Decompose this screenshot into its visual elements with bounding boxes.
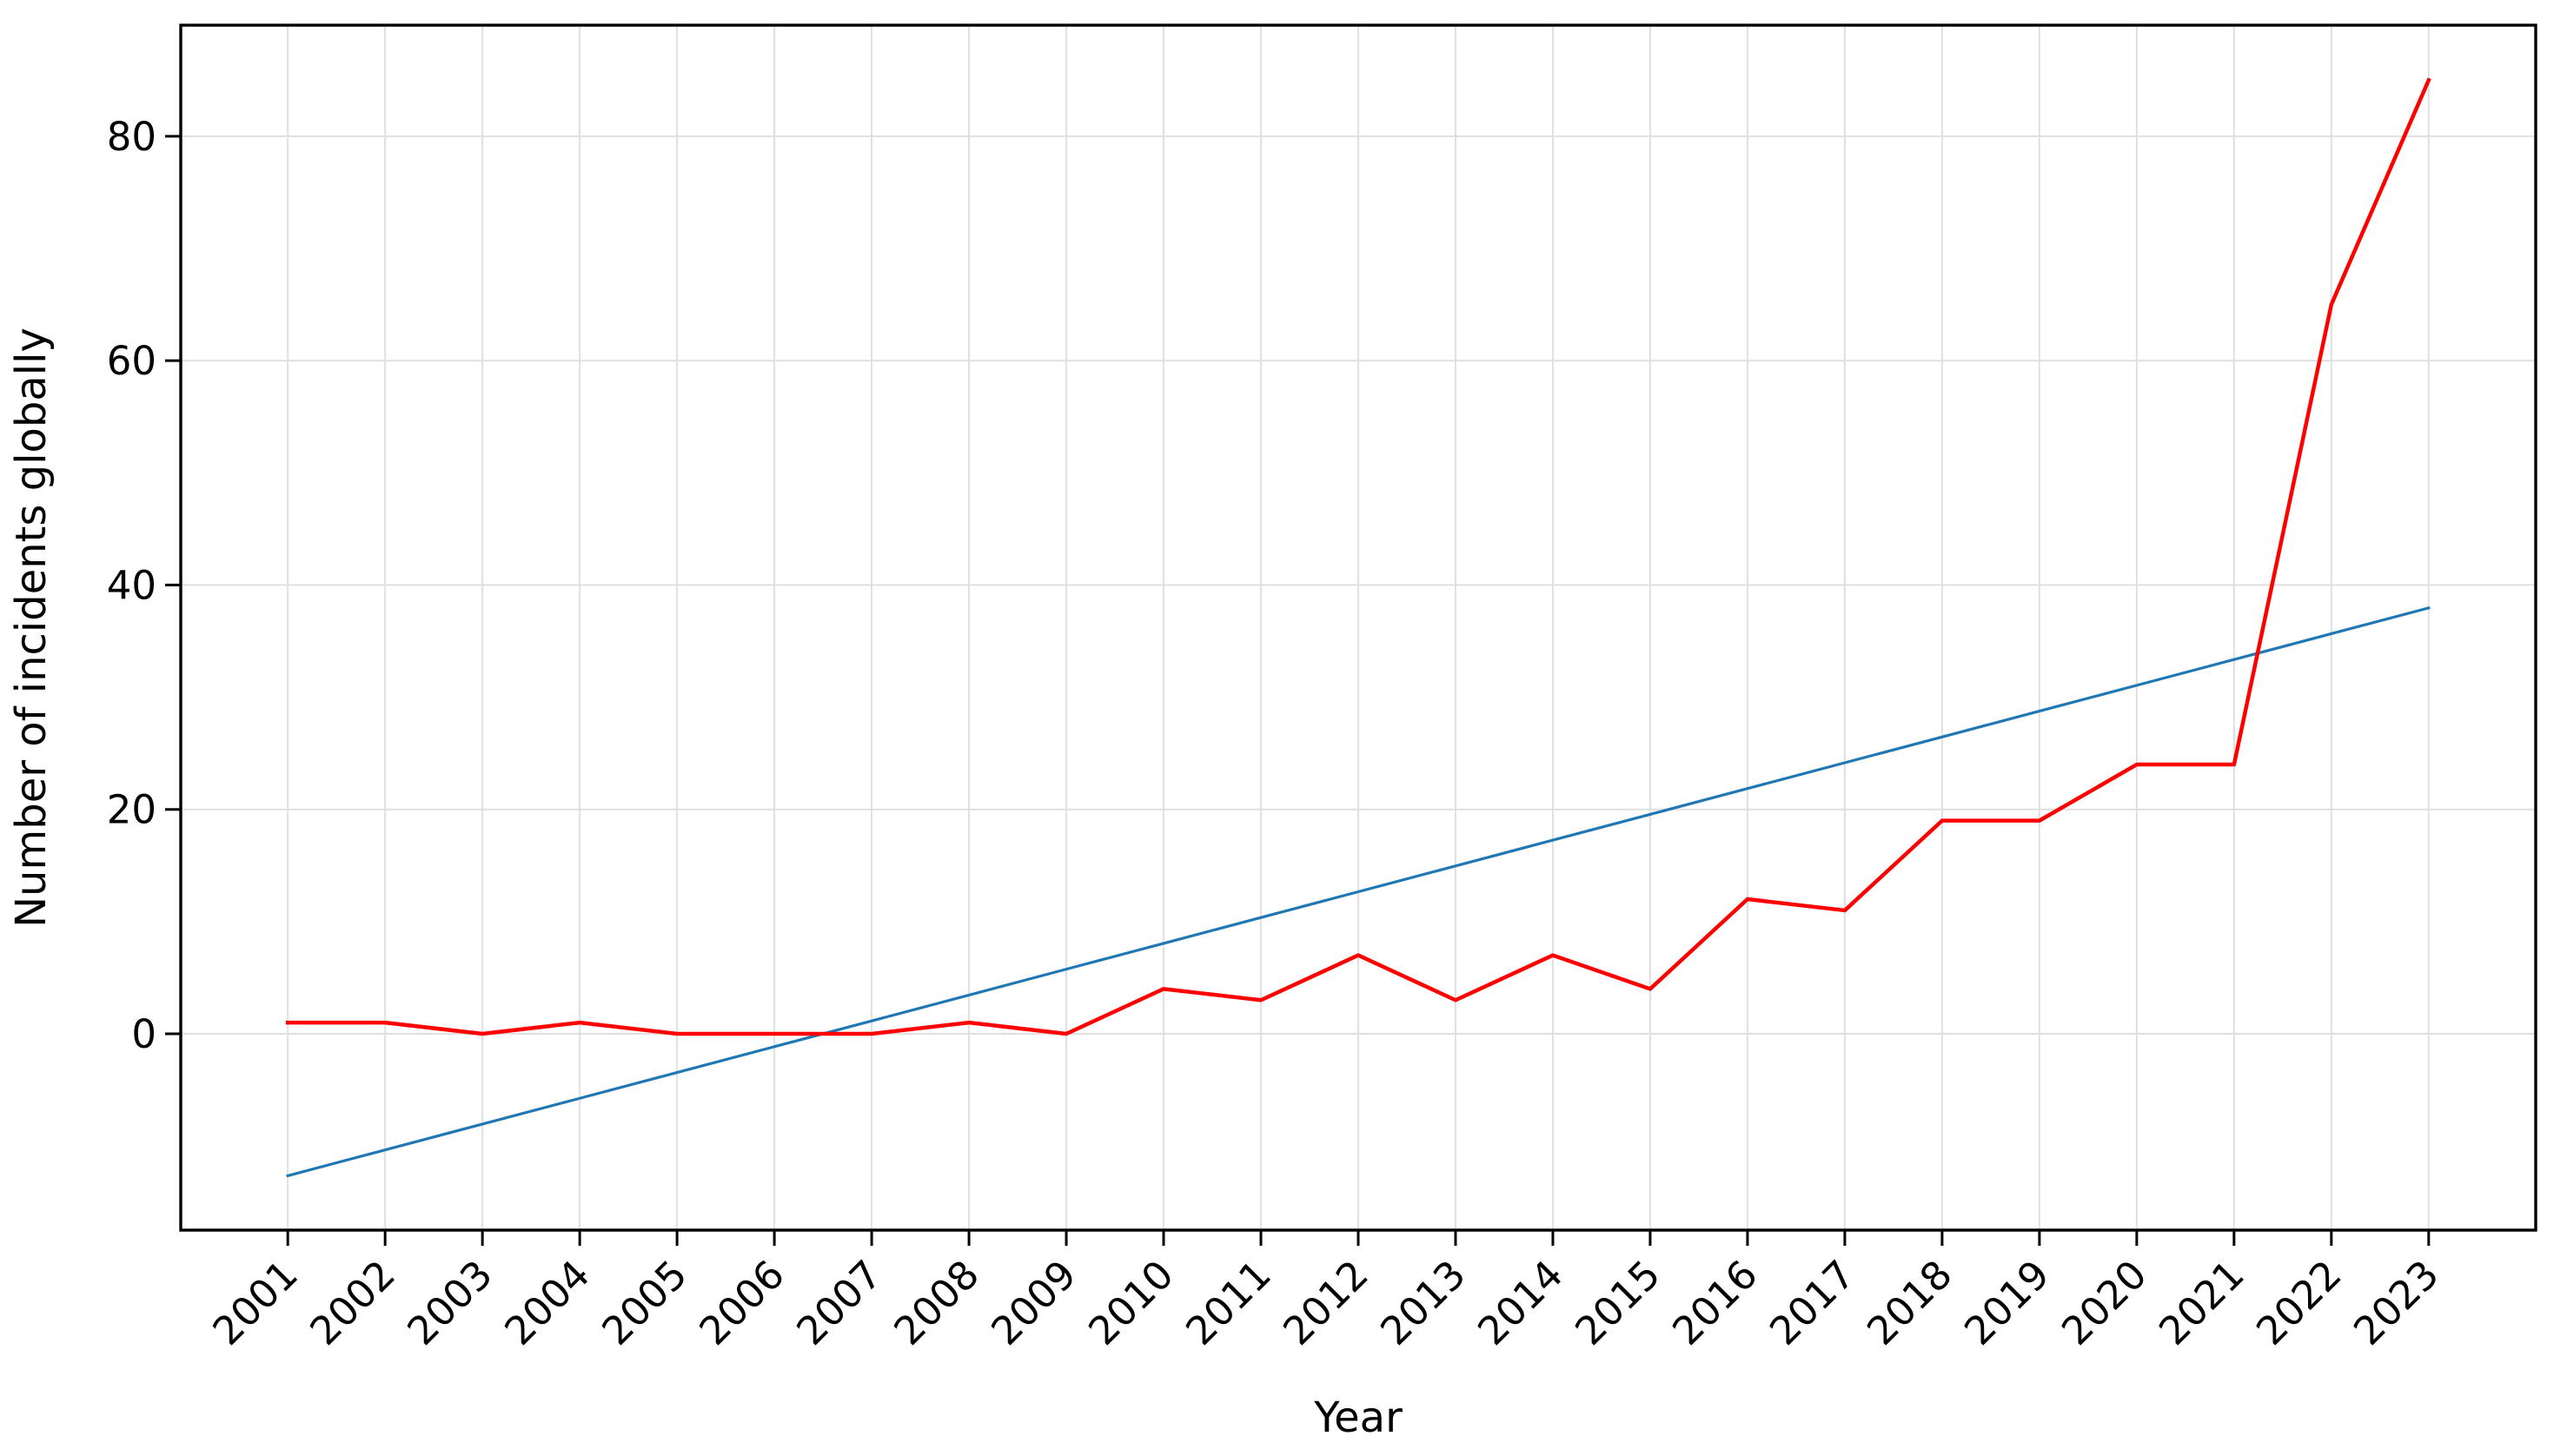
x-tick-label-2001: 2001 [203, 1251, 306, 1353]
grid [181, 25, 2536, 1230]
x-axis-label: Year [1313, 1393, 1403, 1442]
series-lines [285, 77, 2431, 1178]
y-tick-labels: 0 20 40 60 80 [107, 114, 156, 1057]
x-tick-label-2022: 2022 [2247, 1251, 2350, 1353]
axis-ticks [165, 135, 2431, 1246]
x-tick-label-2008: 2008 [885, 1251, 987, 1353]
y-tick-label-0: 0 [131, 1011, 156, 1057]
x-tick-label-2014: 2014 [1469, 1251, 1571, 1353]
x-tick-label-2017: 2017 [1761, 1251, 1863, 1353]
x-tick-label-2010: 2010 [1079, 1251, 1182, 1353]
y-axis-label: Number of incidents globally [7, 328, 56, 928]
x-tick-label-2020: 2020 [2053, 1251, 2155, 1353]
incidents-line [285, 77, 2431, 1036]
x-tick-label-2003: 2003 [398, 1251, 501, 1353]
x-tick-label-2015: 2015 [1566, 1251, 1668, 1353]
x-tick-label-2005: 2005 [593, 1251, 695, 1353]
y-tick-label-60: 60 [107, 338, 156, 384]
y-tick-label-40: 40 [107, 562, 156, 608]
x-tick-label-2006: 2006 [690, 1251, 793, 1353]
x-tick-label-2004: 2004 [495, 1251, 598, 1353]
x-tick-label-2019: 2019 [1955, 1251, 2058, 1353]
x-tick-label-2011: 2011 [1177, 1251, 1279, 1353]
x-tick-label-2016: 2016 [1663, 1251, 1766, 1353]
y-tick-label-80: 80 [107, 114, 156, 160]
x-tick-label-2018: 2018 [1858, 1251, 1960, 1353]
x-tick-label-2013: 2013 [1371, 1251, 1474, 1353]
y-tick-label-20: 20 [107, 787, 156, 833]
x-tick-label-2009: 2009 [982, 1251, 1085, 1353]
x-tick-labels: 2001200220032004200520062007200820092010… [203, 1251, 2447, 1353]
linear-trend-line [286, 606, 2431, 1178]
x-tick-label-2023: 2023 [2345, 1251, 2447, 1353]
x-tick-label-2007: 2007 [787, 1251, 890, 1353]
x-tick-label-2012: 2012 [1274, 1251, 1376, 1353]
x-tick-label-2021: 2021 [2150, 1251, 2252, 1353]
x-tick-label-2002: 2002 [301, 1251, 403, 1353]
